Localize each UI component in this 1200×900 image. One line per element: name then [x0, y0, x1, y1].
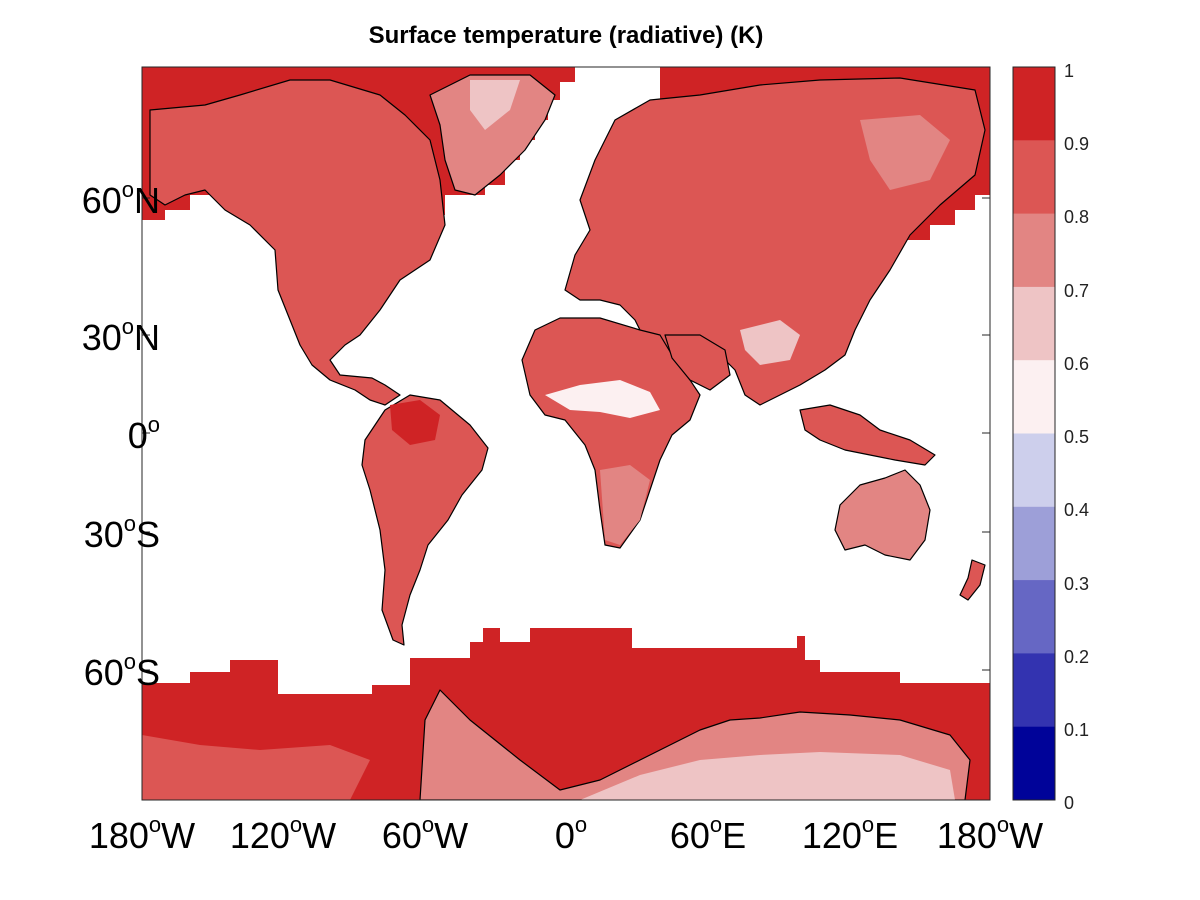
colorbar-segment [1013, 433, 1055, 508]
x-tick-label: 120oW [229, 812, 337, 856]
sahara-light [545, 380, 660, 418]
colorbar-segment [1013, 653, 1055, 728]
chart-title: Surface temperature (radiative) (K) [368, 22, 764, 49]
colorbar-label: 0 [1064, 793, 1075, 813]
asia-light [740, 320, 800, 365]
south-america [361, 394, 489, 646]
y-tick-label: 30oN [81, 314, 160, 358]
amazon-high [390, 400, 440, 445]
x-tick-label: 0o [554, 812, 588, 856]
africa [521, 317, 701, 549]
siberia-mid [860, 115, 950, 190]
x-tick-label: 120oE [801, 812, 899, 856]
colorbar-label: 0.9 [1064, 134, 1090, 154]
colorbar-segment [1013, 213, 1055, 288]
colorbar [1013, 67, 1055, 801]
x-tick-label: 60oE [669, 812, 747, 856]
colorbar-label: 1 [1064, 61, 1075, 81]
new-zealand [959, 559, 986, 601]
map-layers [142, 67, 990, 800]
colorbar-label: 0.4 [1064, 500, 1090, 520]
africa-south-mid [600, 465, 650, 545]
colorbar-segment [1013, 286, 1055, 361]
colorbar-label: 0.7 [1064, 281, 1090, 301]
x-tick-label: 180oW [88, 812, 196, 856]
antarctica-light [580, 752, 955, 800]
y-tick-label: 60oS [83, 649, 160, 693]
x-tick-label: 180oW [936, 812, 1044, 856]
colorbar-label: 0.1 [1064, 720, 1090, 740]
greenland-light [470, 80, 520, 130]
colorbar-segment [1013, 726, 1055, 801]
colorbar-segment [1013, 360, 1055, 434]
australia [834, 469, 931, 561]
arabia [664, 334, 731, 391]
x-tick-label: 60oW [381, 812, 469, 856]
antarctic-peninsula-mid [142, 735, 370, 800]
colorbar-label: 0.5 [1064, 427, 1090, 447]
colorbar-label: 0.8 [1064, 207, 1090, 227]
se-asia-islands [799, 404, 936, 466]
y-tick-label: 0o [127, 412, 160, 456]
greenland [429, 74, 556, 196]
north-america [149, 79, 446, 406]
y-tick-label: 30oS [83, 511, 160, 555]
y-tick-marks [142, 197, 990, 671]
colorbar-segment [1013, 580, 1055, 654]
colorbar-label: 0.6 [1064, 354, 1090, 374]
colorbar-segment [1013, 506, 1055, 581]
colorbar-segment [1013, 67, 1055, 141]
y-tick-label: 60oN [81, 177, 160, 221]
colorbar-label: 0.3 [1064, 574, 1090, 594]
colorbar-frame [1012, 66, 1056, 801]
colorbar-label: 0.2 [1064, 647, 1090, 667]
colorbar-segment [1013, 140, 1055, 215]
